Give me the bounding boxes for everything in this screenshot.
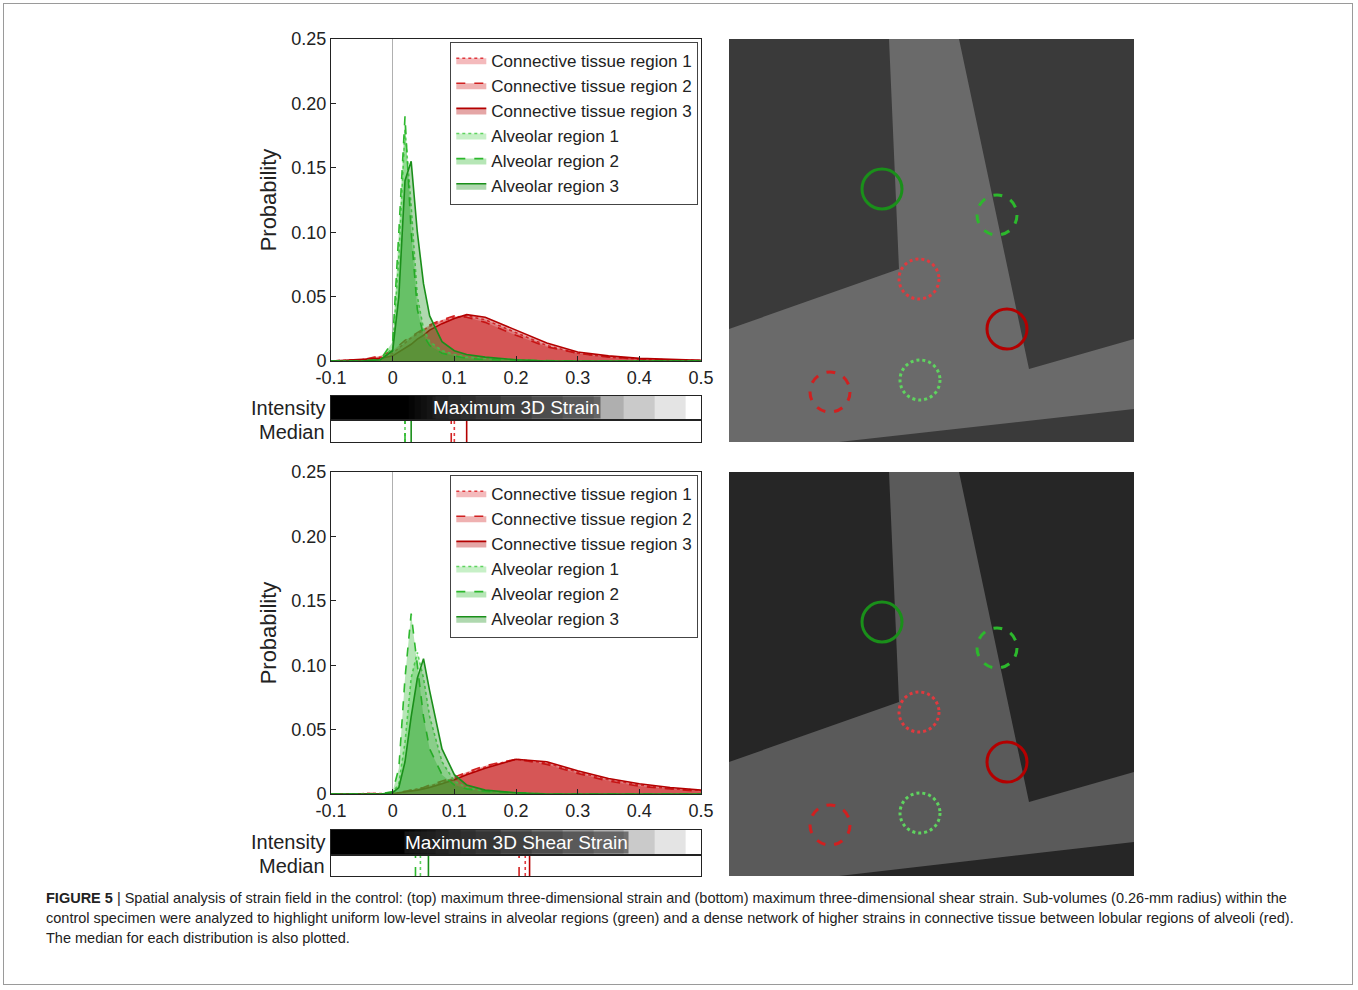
svg-text:Connective tissue region 2: Connective tissue region 2 (491, 510, 691, 529)
svg-text:Alveolar region 1: Alveolar region 1 (491, 127, 619, 146)
svg-text:0.25: 0.25 (291, 29, 326, 49)
svg-text:0: 0 (316, 784, 326, 804)
svg-text:0.20: 0.20 (291, 94, 326, 114)
svg-text:Intensity: Intensity (251, 397, 325, 419)
svg-text:0.2: 0.2 (503, 368, 528, 388)
svg-text:Median: Median (259, 421, 325, 443)
svg-text:Alveolar region 2: Alveolar region 2 (491, 585, 619, 604)
svg-text:-0.1: -0.1 (315, 801, 346, 821)
svg-text:Alveolar region 1: Alveolar region 1 (491, 560, 619, 579)
svg-text:0.05: 0.05 (291, 287, 326, 307)
svg-text:0.3: 0.3 (565, 368, 590, 388)
svg-text:Alveolar region 3: Alveolar region 3 (491, 610, 619, 629)
svg-text:Probability: Probability (256, 582, 281, 685)
svg-text:Connective tissue region 1: Connective tissue region 1 (491, 52, 691, 71)
svg-text:0.05: 0.05 (291, 720, 326, 740)
svg-text:-0.1: -0.1 (315, 368, 346, 388)
svg-text:Connective tissue region 3: Connective tissue region 3 (491, 535, 691, 554)
svg-text:Alveolar region 2: Alveolar region 2 (491, 152, 619, 171)
svg-text:0: 0 (316, 351, 326, 371)
svg-text:Alveolar region 3: Alveolar region 3 (491, 177, 619, 196)
svg-text:Connective tissue region 1: Connective tissue region 1 (491, 485, 691, 504)
svg-text:Connective tissue region 2: Connective tissue region 2 (491, 77, 691, 96)
svg-text:0.1: 0.1 (442, 368, 467, 388)
svg-text:0.10: 0.10 (291, 223, 326, 243)
svg-text:0.2: 0.2 (503, 801, 528, 821)
svg-text:Maximum 3D Strain: Maximum 3D Strain (433, 397, 600, 418)
html-text:FIGURE 5 | Spatial analysis of: FIGURE 5 | Spatial analysis of strain fi… (46, 890, 1294, 946)
svg-text:0.5: 0.5 (688, 368, 713, 388)
svg-text:0.3: 0.3 (565, 801, 590, 821)
svg-text:0.4: 0.4 (627, 368, 652, 388)
svg-text:0.15: 0.15 (291, 158, 326, 178)
svg-text:0.5: 0.5 (688, 801, 713, 821)
svg-text:Connective tissue region 3: Connective tissue region 3 (491, 102, 691, 121)
svg-text:0: 0 (388, 368, 398, 388)
svg-text:0.1: 0.1 (442, 801, 467, 821)
svg-text:0.25: 0.25 (291, 462, 326, 482)
svg-text:0.15: 0.15 (291, 591, 326, 611)
svg-text:0: 0 (388, 801, 398, 821)
svg-text:Probability: Probability (256, 149, 281, 252)
svg-text:Median: Median (259, 855, 325, 877)
svg-text:Maximum 3D Shear Strain: Maximum 3D Shear Strain (405, 832, 628, 853)
svg-text:0.20: 0.20 (291, 527, 326, 547)
svg-text:0.10: 0.10 (291, 656, 326, 676)
svg-text:0.4: 0.4 (627, 801, 652, 821)
svg-text:Intensity: Intensity (251, 831, 325, 853)
